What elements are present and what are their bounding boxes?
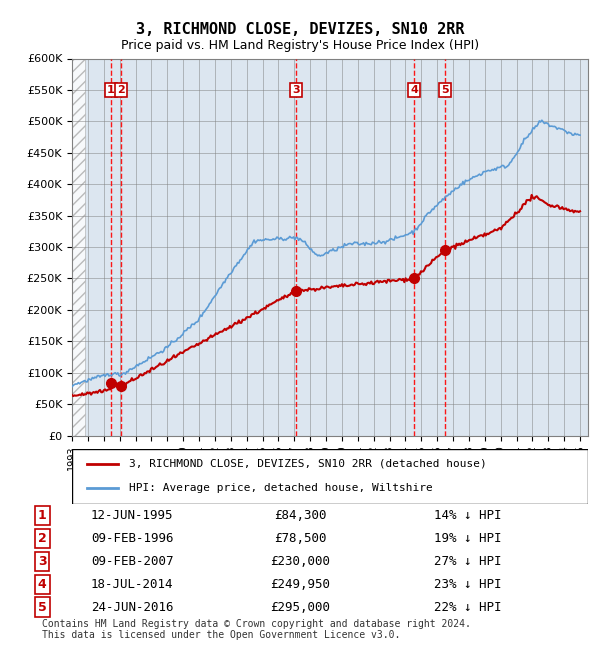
Text: 3: 3 — [292, 85, 300, 95]
Text: £230,000: £230,000 — [270, 555, 330, 568]
Text: Price paid vs. HM Land Registry's House Price Index (HPI): Price paid vs. HM Land Registry's House … — [121, 39, 479, 52]
Text: 3, RICHMOND CLOSE, DEVIZES, SN10 2RR (detached house): 3, RICHMOND CLOSE, DEVIZES, SN10 2RR (de… — [129, 459, 487, 469]
Text: 4: 4 — [38, 578, 46, 591]
Text: £295,000: £295,000 — [270, 601, 330, 614]
Text: HPI: Average price, detached house, Wiltshire: HPI: Average price, detached house, Wilt… — [129, 484, 433, 493]
Text: 2: 2 — [118, 85, 125, 95]
Text: 09-FEB-2007: 09-FEB-2007 — [91, 555, 173, 568]
Text: 23% ↓ HPI: 23% ↓ HPI — [434, 578, 502, 591]
Text: 4: 4 — [410, 85, 418, 95]
Bar — [72, 58, 85, 436]
Text: 09-FEB-1996: 09-FEB-1996 — [91, 532, 173, 545]
Text: 3, RICHMOND CLOSE, DEVIZES, SN10 2RR: 3, RICHMOND CLOSE, DEVIZES, SN10 2RR — [136, 21, 464, 37]
Text: 19% ↓ HPI: 19% ↓ HPI — [434, 532, 502, 545]
Text: 18-JUL-2014: 18-JUL-2014 — [91, 578, 173, 591]
Text: 27% ↓ HPI: 27% ↓ HPI — [434, 555, 502, 568]
Text: £84,300: £84,300 — [274, 509, 326, 522]
Text: 14% ↓ HPI: 14% ↓ HPI — [434, 509, 502, 522]
Text: 1: 1 — [107, 85, 115, 95]
Text: £78,500: £78,500 — [274, 532, 326, 545]
Text: 2: 2 — [38, 532, 46, 545]
Text: 5: 5 — [441, 85, 449, 95]
Text: Contains HM Land Registry data © Crown copyright and database right 2024.
This d: Contains HM Land Registry data © Crown c… — [42, 619, 471, 640]
Text: 12-JUN-1995: 12-JUN-1995 — [91, 509, 173, 522]
Text: 3: 3 — [38, 555, 46, 568]
Text: 5: 5 — [38, 601, 46, 614]
Text: 1: 1 — [38, 509, 46, 522]
Text: 24-JUN-2016: 24-JUN-2016 — [91, 601, 173, 614]
Text: £249,950: £249,950 — [270, 578, 330, 591]
Text: 22% ↓ HPI: 22% ↓ HPI — [434, 601, 502, 614]
FancyBboxPatch shape — [72, 448, 588, 504]
Bar — [72, 58, 85, 436]
